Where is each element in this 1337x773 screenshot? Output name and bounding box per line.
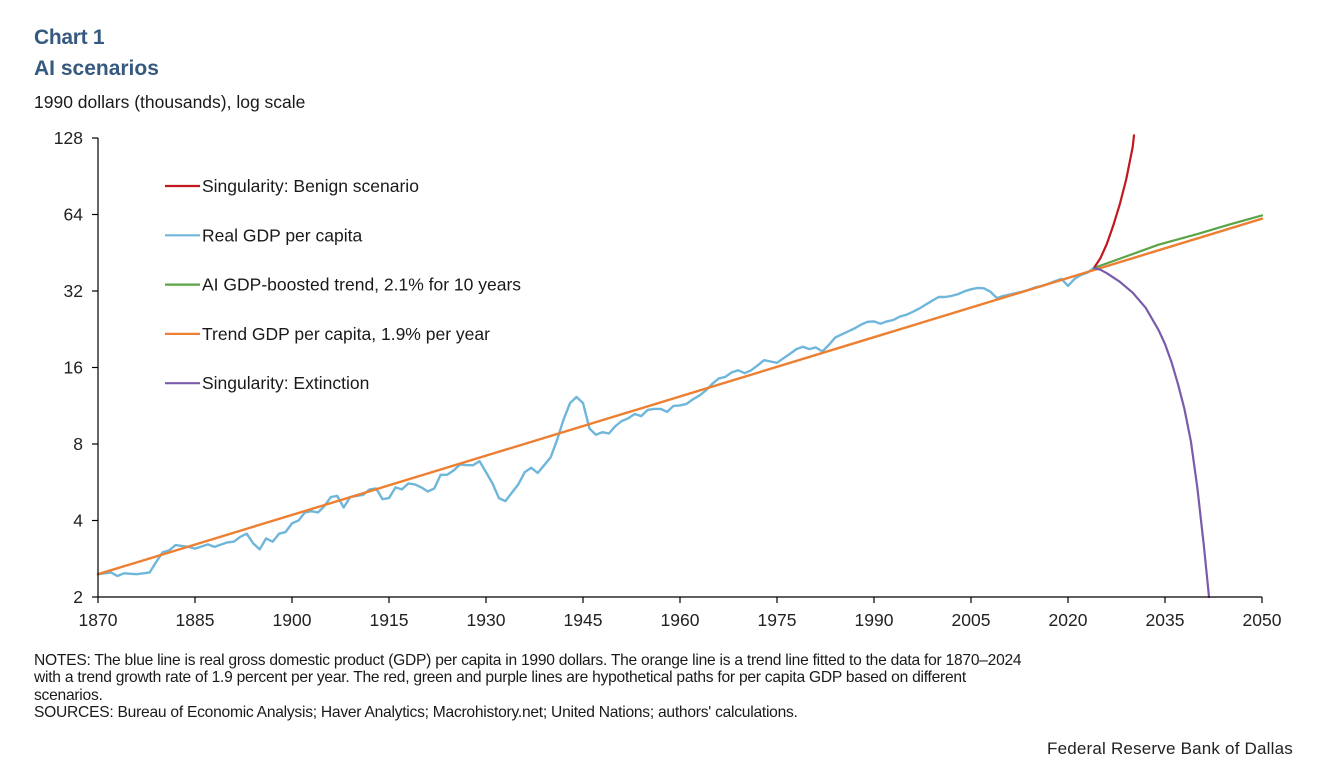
x-tick-label: 1945 (564, 610, 603, 630)
x-tick-label: 1975 (758, 610, 797, 630)
legend-item-extinction: Singularity: Extinction (165, 373, 369, 393)
chart-number: Chart 1 (34, 26, 105, 49)
y-tick-label: 32 (64, 281, 83, 301)
x-tick-label: 1870 (79, 610, 118, 630)
legend-item-benign: Singularity: Benign scenario (165, 176, 419, 196)
notes-line: with a trend growth rate of 1.9 percent … (34, 669, 966, 687)
legend-label: Singularity: Extinction (202, 373, 369, 393)
legend: Singularity: Benign scenario Real GDP per… (165, 176, 521, 393)
y-tick-label: 4 (73, 511, 83, 531)
x-tick-label: 1915 (370, 610, 409, 630)
series-line-trend (96, 217, 1264, 576)
credit: Federal Reserve Bank of Dallas (1046, 739, 1293, 758)
x-tick-label: 1930 (467, 610, 506, 630)
y-tick-label: 128 (54, 128, 83, 148)
x-tick-label: 1885 (176, 610, 215, 630)
x-tick-label: 1900 (273, 610, 312, 630)
y-tick-label: 2 (73, 587, 83, 607)
x-tick-label: 2035 (1146, 610, 1185, 630)
series-line-boosted (1092, 214, 1264, 270)
series-line-benign (1092, 134, 1136, 270)
legend-item-real-gdp: Real GDP per capita (165, 225, 362, 245)
x-tick-label: 1960 (661, 610, 700, 630)
legend-label: Singularity: Benign scenario (202, 176, 419, 196)
legend-item-trend: Trend GDP per capita, 1.9% per year (165, 324, 490, 344)
chart-subtitle: 1990 dollars (thousands), log scale (34, 92, 306, 112)
notes: NOTES: The blue line is real gross domes… (34, 652, 1294, 721)
y-tick-label: 8 (73, 434, 83, 454)
notes-line: NOTES: The blue line is real gross domes… (34, 652, 1022, 669)
x-tick-label: 2020 (1049, 610, 1088, 630)
legend-label: Trend GDP per capita, 1.9% per year (202, 324, 490, 344)
axes-layer: 2 4 8 16 32 64 128 1870 1885 1900 1915 1930 1945 1960… (54, 128, 1282, 630)
series-line-extinction (1092, 266, 1211, 599)
series-layer (96, 134, 1264, 599)
notes-line: scenarios. (34, 686, 103, 704)
legend-item-boosted: AI GDP-boosted trend, 2.1% for 10 years (165, 275, 521, 295)
x-tick-label: 2050 (1243, 610, 1282, 630)
series-line-real-gdp (96, 266, 1096, 578)
y-tick-label: 16 (64, 358, 83, 378)
sources-line: SOURCES: Bureau of Economic Analysis; Ha… (34, 703, 798, 721)
x-tick-label: 1990 (855, 610, 894, 630)
y-tick-label: 64 (64, 205, 84, 225)
chart-title: AI scenarios (34, 57, 159, 80)
legend-label: AI GDP-boosted trend, 2.1% for 10 years (202, 275, 521, 295)
x-tick-label: 2005 (952, 610, 991, 630)
legend-label: Real GDP per capita (202, 225, 362, 245)
